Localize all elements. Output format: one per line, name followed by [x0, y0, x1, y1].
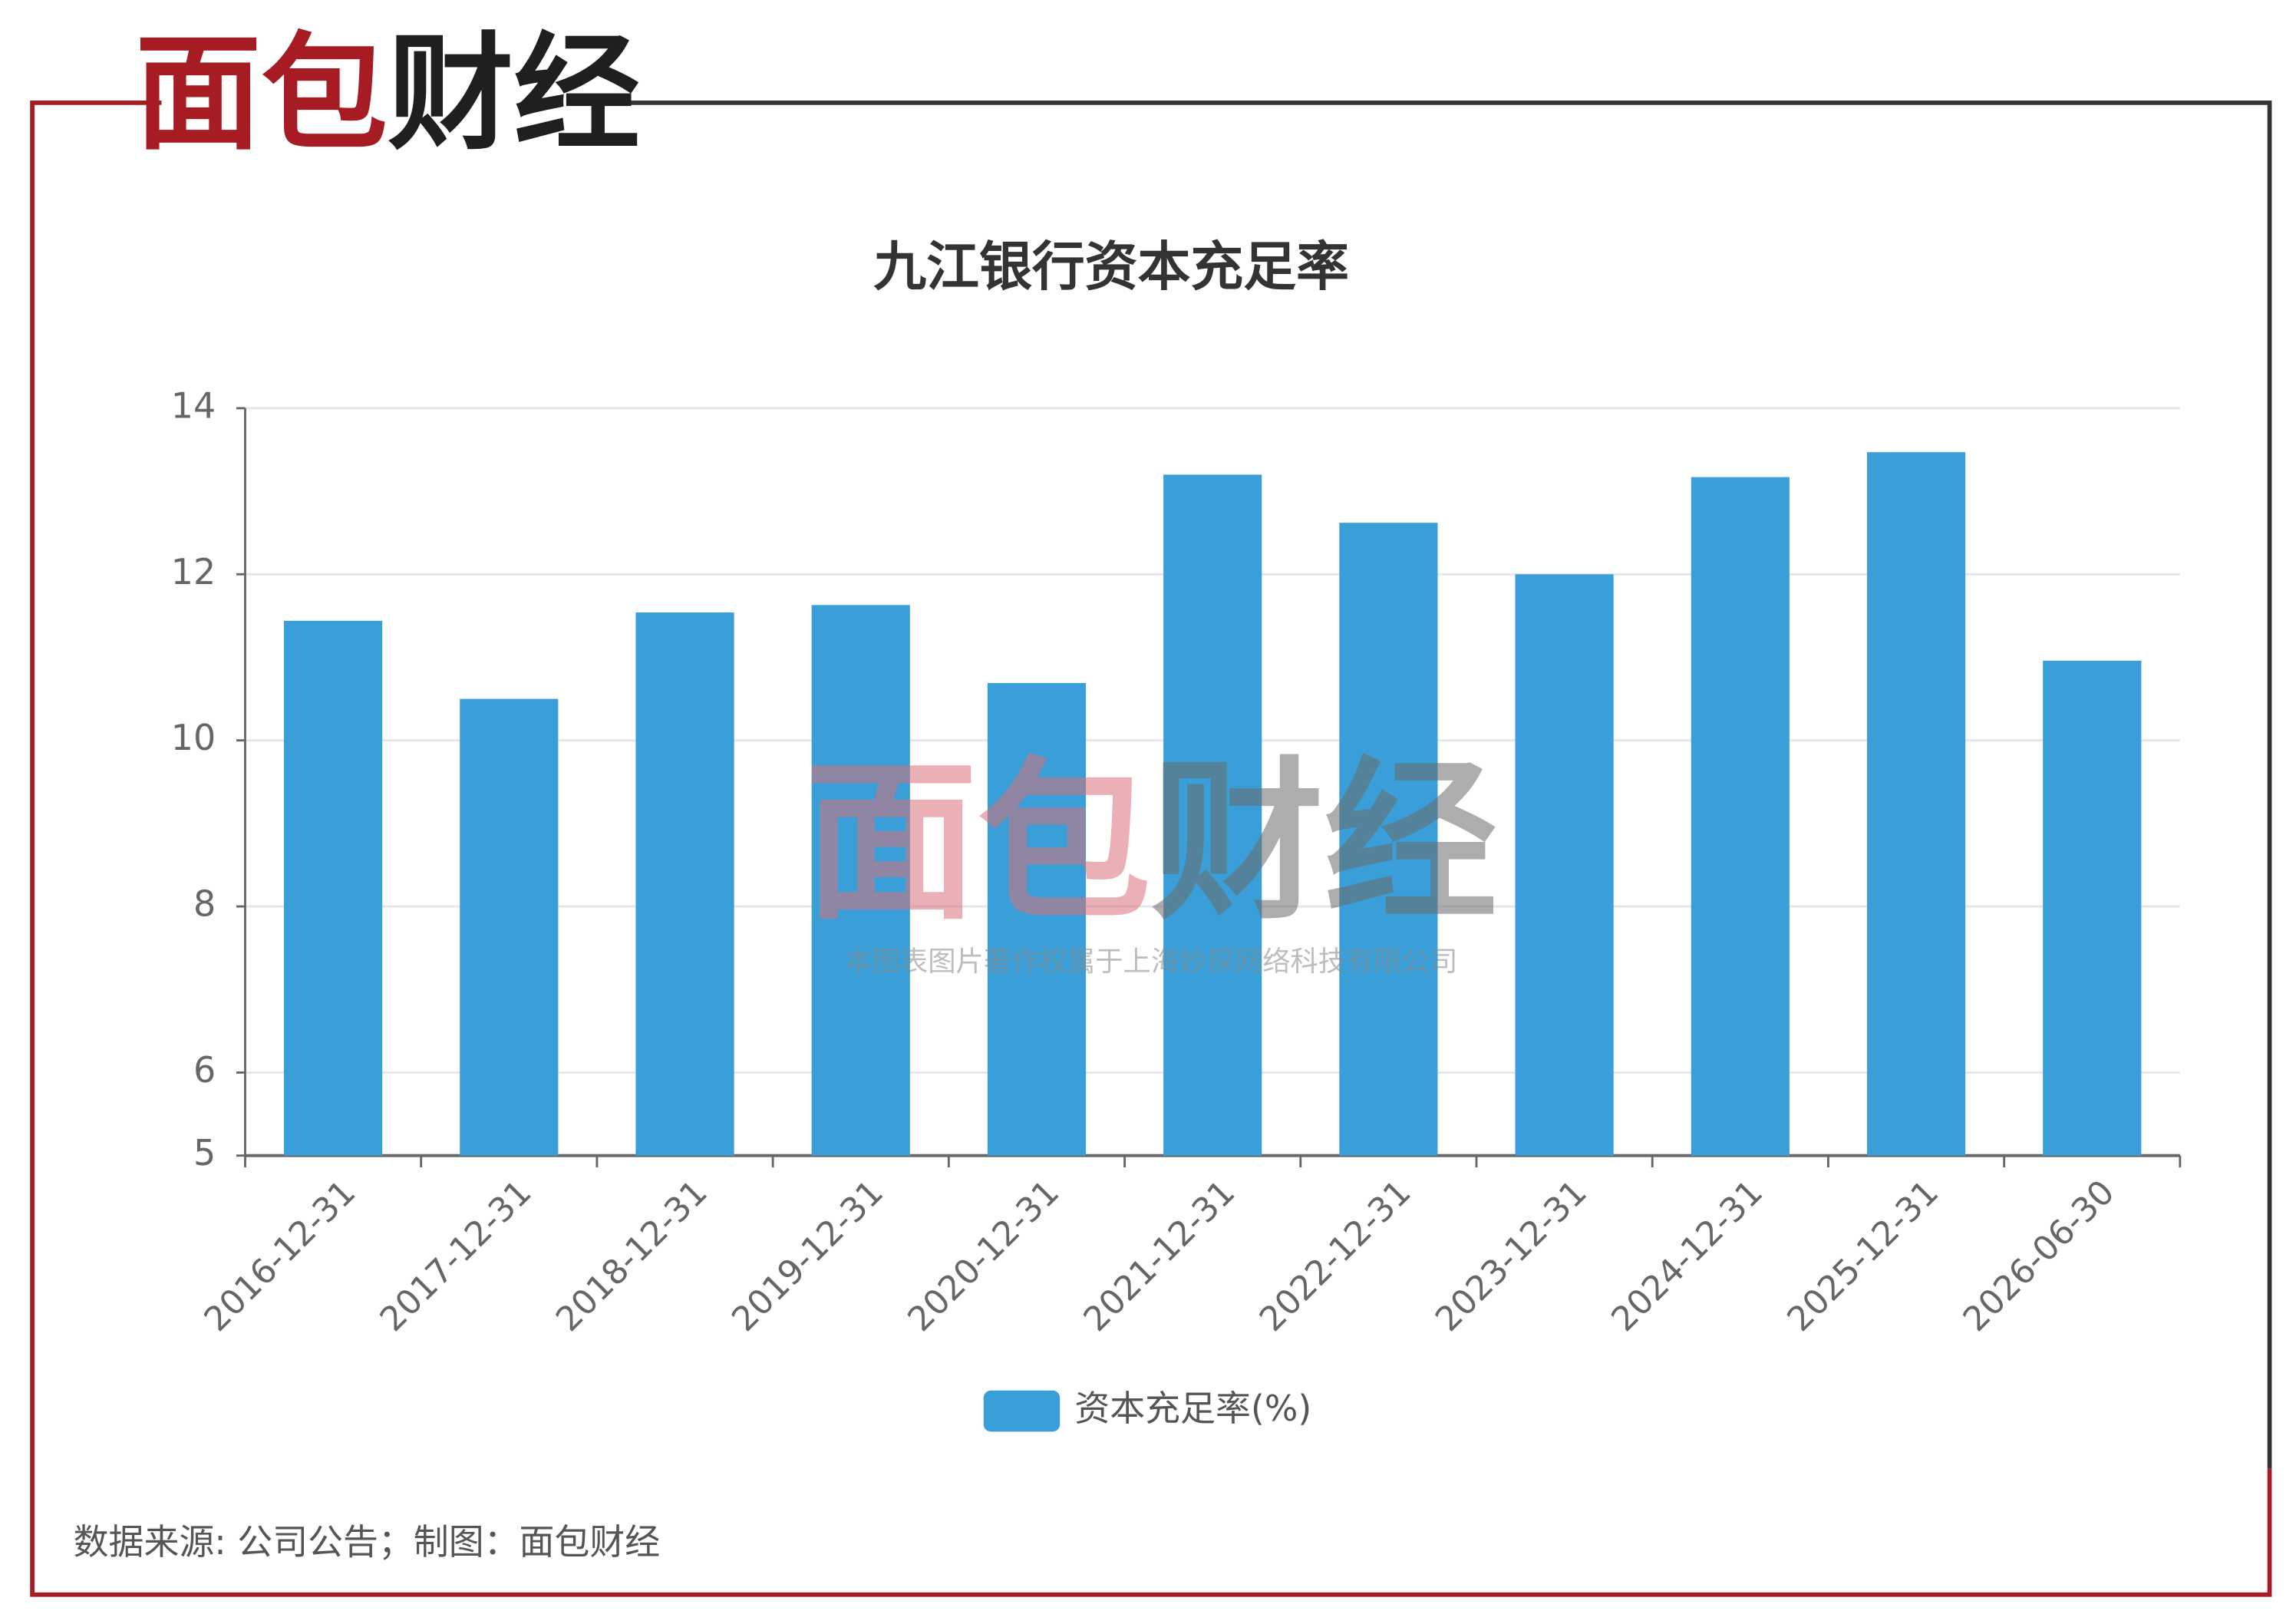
bar: [1691, 477, 1790, 1156]
legend-swatch: [983, 1390, 1061, 1432]
y-tick-label: 8: [193, 883, 216, 925]
x-tick-label: 2020-12-31: [900, 1173, 1067, 1339]
x-tick-label: 2022-12-31: [1252, 1173, 1419, 1339]
watermark-logo: 面包财经: [804, 741, 1497, 943]
frame-dark: [616, 101, 2272, 1469]
bar: [1339, 523, 1438, 1156]
y-tick-label: 5: [193, 1132, 216, 1173]
bar: [1866, 452, 1966, 1156]
chart-title: 九江银行资本充足率: [873, 236, 1349, 298]
x-tick-label: 2017-12-31: [373, 1173, 539, 1339]
bar: [635, 612, 734, 1156]
x-tick-label: 2026-06-30: [1956, 1173, 2123, 1339]
y-tick-label: 10: [171, 717, 216, 758]
bar: [1163, 474, 1262, 1156]
source-note: 数据来源: 公司公告；制图：面包财经: [74, 1521, 661, 1563]
x-tick-label: 2025-12-31: [1780, 1173, 1946, 1339]
y-tick-label: 12: [171, 551, 216, 592]
x-tick-label: 2021-12-31: [1077, 1173, 1243, 1339]
frame: [30, 101, 2272, 1597]
bar: [1515, 574, 1614, 1156]
bar: [2043, 660, 2142, 1156]
bar: [460, 698, 559, 1156]
frame-red: [30, 101, 2272, 1597]
bar: [284, 620, 383, 1156]
x-tick-label: 2018-12-31: [549, 1173, 715, 1339]
bar: [987, 683, 1087, 1156]
x-tick-label: 2016-12-31: [196, 1173, 363, 1339]
bar: [811, 605, 910, 1156]
legend-label: 资本充足率(%): [1074, 1388, 1311, 1429]
x-tick-label: 2024-12-31: [1604, 1173, 1770, 1339]
logo: 面包财经: [135, 20, 640, 167]
x-tick-label: 2019-12-31: [724, 1173, 891, 1339]
watermark: 面包财经 本图表图片著作权属于上海妙探网络科技有限公司: [804, 741, 1497, 978]
x-tick-label: 2023-12-31: [1428, 1173, 1595, 1339]
y-tick-label: 14: [171, 385, 216, 426]
y-tick-label: 6: [193, 1049, 216, 1091]
watermark-text: 本图表图片著作权属于上海妙探网络科技有限公司: [844, 945, 1457, 978]
